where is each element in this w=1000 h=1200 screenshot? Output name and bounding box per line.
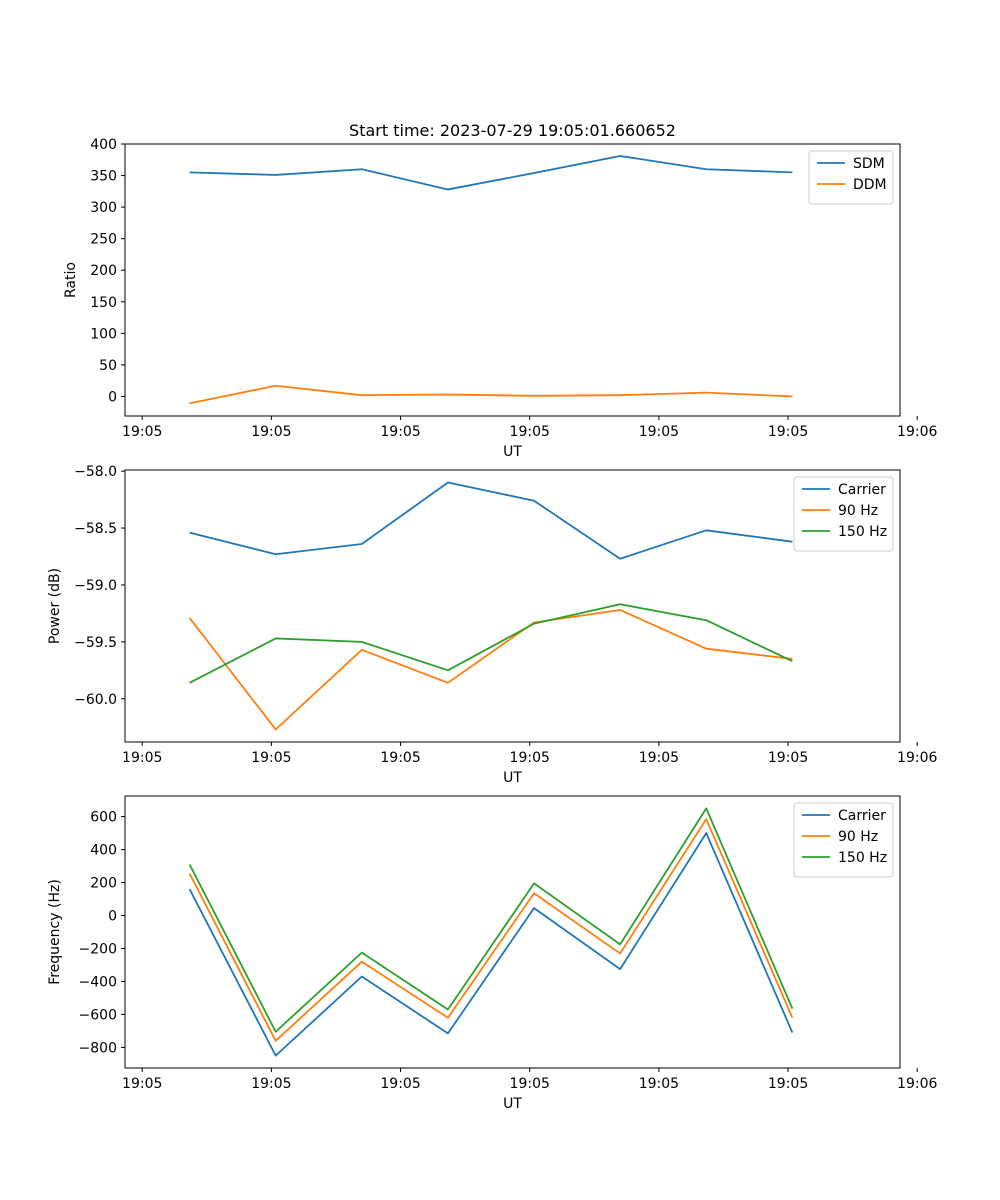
series-line-90-hz — [188, 818, 794, 1042]
x-axis-label: UT — [503, 770, 522, 786]
legend-box — [793, 802, 894, 878]
series-line-150-hz — [189, 603, 793, 684]
y-axis-label: Power (dB) — [47, 568, 63, 644]
legend-label: 150 Hz — [838, 524, 887, 540]
y-tick-label: −60.0 — [74, 692, 117, 708]
series-line-carrier — [188, 832, 794, 1057]
y-tick-label: 200 — [90, 876, 117, 892]
y-tick-label: 200 — [90, 263, 117, 279]
legend-label: SDM — [853, 156, 885, 172]
legend-box — [808, 150, 894, 205]
series-line-sdm — [189, 155, 793, 191]
x-tick-label: 19:05 — [380, 750, 420, 766]
axes-frame — [124, 469, 901, 743]
series-line-90-hz — [188, 609, 793, 731]
y-tick-label: 350 — [90, 169, 117, 185]
y-axis-label: Frequency (Hz) — [47, 879, 63, 985]
x-tick-label: 19:06 — [897, 424, 937, 440]
x-tick-label: 19:05 — [122, 424, 162, 440]
x-tick-label: 19:05 — [510, 424, 550, 440]
x-tick-label: 19:05 — [768, 1076, 808, 1092]
x-tick-label: 19:06 — [897, 1076, 937, 1092]
x-tick-label: 19:05 — [768, 750, 808, 766]
y-tick-label: 600 — [90, 810, 117, 826]
y-tick-label: 400 — [90, 137, 117, 153]
x-tick-label: 19:05 — [251, 1076, 291, 1092]
x-axis-label: UT — [503, 444, 522, 460]
x-tick-label: 19:05 — [639, 750, 679, 766]
y-tick-label: 0 — [108, 909, 117, 925]
figure-title: Start time: 2023-07-29 19:05:01.660652 — [349, 121, 676, 140]
series-line-carrier — [189, 481, 793, 560]
axes-frame — [124, 143, 901, 417]
y-tick-label: −400 — [79, 974, 117, 990]
chart-1: 0 50 100 150 200 250 300 350 400 19:05 19:05 19:05 1… — [63, 137, 937, 460]
y-tick-label: −200 — [79, 941, 117, 957]
y-tick-label: 250 — [90, 232, 117, 248]
x-tick-label: 19:05 — [122, 750, 162, 766]
chart-2: −60.0 −59.5 −59.0 −58.5 −58.0 19:05 19:05 19:05… — [47, 464, 937, 786]
legend-label: 90 Hz — [838, 829, 878, 845]
legend-box — [793, 476, 894, 552]
x-tick-label: 19:06 — [897, 750, 937, 766]
x-tick-label: 19:05 — [768, 424, 808, 440]
series-line-ddm — [189, 384, 793, 405]
x-tick-label: 19:05 — [251, 750, 291, 766]
legend-label: Carrier — [838, 808, 886, 824]
x-axis-label: UT — [503, 1096, 522, 1112]
y-tick-label: −800 — [79, 1040, 117, 1056]
legend-label: 150 Hz — [838, 850, 887, 866]
x-tick-label: 19:05 — [639, 1076, 679, 1092]
x-tick-label: 19:05 — [251, 424, 291, 440]
y-tick-label: −59.0 — [74, 578, 117, 594]
y-tick-label: −59.5 — [74, 635, 117, 651]
x-tick-label: 19:05 — [122, 1076, 162, 1092]
x-tick-label: 19:05 — [639, 424, 679, 440]
x-tick-label: 19:05 — [380, 1076, 420, 1092]
y-tick-label: 100 — [90, 326, 117, 342]
chart-3: −800 −600 −400 −200 0 200 400 600 19:05 19:05 19:0… — [47, 795, 937, 1112]
y-tick-label: 150 — [90, 295, 117, 311]
y-tick-label: 50 — [99, 358, 117, 374]
series-line-150-hz — [188, 807, 794, 1033]
x-tick-label: 19:05 — [510, 1076, 550, 1092]
y-tick-label: 0 — [108, 389, 117, 405]
legend-label: 90 Hz — [838, 503, 878, 519]
x-tick-label: 19:05 — [380, 424, 420, 440]
y-tick-label: −58.5 — [74, 521, 117, 537]
x-tick-label: 19:05 — [510, 750, 550, 766]
y-tick-label: −58.0 — [74, 464, 117, 480]
axes-frame — [124, 795, 901, 1069]
y-tick-label: 400 — [90, 843, 117, 859]
y-tick-label: 300 — [90, 200, 117, 216]
charts-group: 0 50 100 150 200 250 300 350 400 19:05 19:05 19:05 1… — [47, 137, 937, 1112]
legend-label: Carrier — [838, 482, 886, 498]
y-tick-label: −600 — [79, 1007, 117, 1023]
legend-label: DDM — [853, 177, 887, 193]
y-axis-label: Ratio — [63, 262, 79, 298]
